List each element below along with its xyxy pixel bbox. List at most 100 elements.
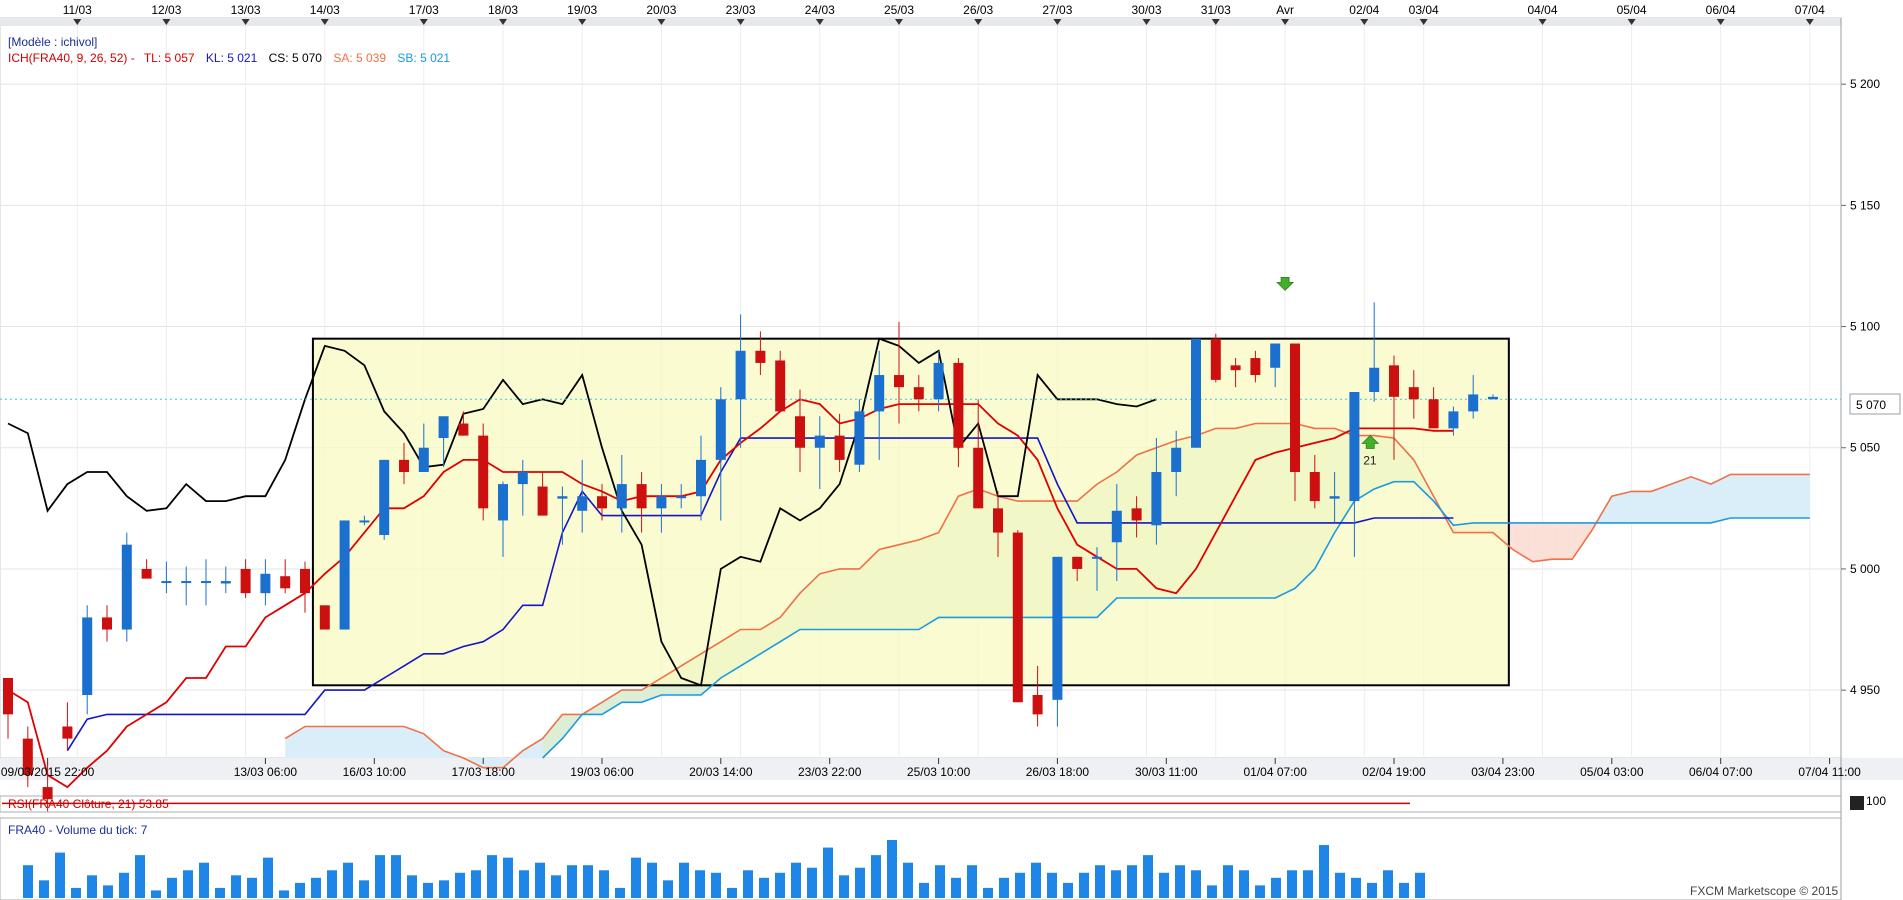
volume-bar xyxy=(935,865,945,898)
volume-bar xyxy=(615,887,625,898)
candle-down xyxy=(755,350,766,363)
volume-bar xyxy=(87,875,97,898)
senkou-span-b-line xyxy=(542,480,1810,759)
volume-bar xyxy=(1063,882,1073,898)
candle-down xyxy=(1012,532,1023,703)
volume-bar xyxy=(1159,872,1169,898)
candle-down xyxy=(1210,338,1221,380)
volume-bar xyxy=(1207,885,1217,898)
volume-bar xyxy=(887,840,897,898)
candle-up xyxy=(616,484,627,509)
volume-bar xyxy=(599,870,609,898)
volume-bar xyxy=(311,877,321,898)
volume-bar xyxy=(695,870,705,898)
candle-down xyxy=(1072,556,1083,569)
candle-down xyxy=(1389,365,1399,397)
volume-bar xyxy=(455,872,465,898)
volume-bars xyxy=(23,840,1425,898)
rsi-label: RSI(FRA40 Clôture, 21) 53.85 xyxy=(8,797,169,811)
candle-up xyxy=(1468,394,1479,412)
candle-down xyxy=(478,435,489,509)
top-tick-marker xyxy=(1281,19,1290,25)
cloud-segment-bearish xyxy=(1532,522,1553,562)
bottom-date-label: 03/04 23:00 xyxy=(1471,765,1535,779)
candle-up xyxy=(715,399,726,460)
candle-up xyxy=(82,617,93,695)
candle-up xyxy=(359,520,370,523)
volume-bar xyxy=(375,855,385,898)
indicator-name: ICH(FRA40, 9, 26, 52) - xyxy=(8,51,135,65)
bottom-date-label: 16/03 10:00 xyxy=(343,765,407,779)
top-tick-marker xyxy=(162,19,171,25)
candle-down xyxy=(834,435,845,460)
bottom-date-label: 05/04 03:00 xyxy=(1580,765,1644,779)
arrow-down-signal-icon xyxy=(1276,276,1295,291)
tl-label: TL: 5 057 xyxy=(144,51,195,65)
top-tick-marker xyxy=(657,19,666,25)
candle-down xyxy=(1230,365,1241,371)
candle-up xyxy=(1448,411,1459,429)
candle-down xyxy=(795,416,805,448)
candle-down xyxy=(3,678,13,715)
candle-up xyxy=(339,520,350,630)
bottom-date-label: 06/04 07:00 xyxy=(1689,765,1753,779)
top-tick-marker xyxy=(241,19,250,25)
volume-bar xyxy=(471,870,481,898)
candle-up xyxy=(201,581,211,584)
volume-bar xyxy=(103,885,113,898)
top-tick-marker xyxy=(499,19,507,25)
candles xyxy=(3,302,1498,812)
volume-bar xyxy=(263,857,273,898)
cloud-segment-bearish xyxy=(1572,522,1592,560)
candle-up xyxy=(220,581,231,584)
volume-bar xyxy=(919,882,929,898)
volume-bar xyxy=(1031,862,1041,898)
candle-up xyxy=(676,496,687,499)
sa-label: SA: 5 039 xyxy=(333,51,386,65)
volume-bar xyxy=(1047,872,1057,898)
volume-bar xyxy=(503,857,513,898)
bottom-date-label: 02/04 19:00 xyxy=(1362,765,1426,779)
top-tick-marker xyxy=(1627,19,1636,25)
volume-bar xyxy=(391,855,401,898)
candle-up xyxy=(1270,343,1281,368)
senkou-span-a-line xyxy=(284,422,1810,769)
volume-bar xyxy=(1143,855,1153,898)
cs-label: CS: 5 070 xyxy=(269,51,323,65)
top-date-label: 18/03 xyxy=(488,3,518,17)
candle-up xyxy=(1151,471,1162,526)
candle-down xyxy=(953,362,964,448)
top-tick-marker xyxy=(578,19,587,25)
candle-up xyxy=(854,411,865,465)
top-date-label: 25/03 xyxy=(884,3,914,17)
top-date-label: 14/03 xyxy=(310,3,340,17)
volume-bar xyxy=(343,862,353,898)
candle-up xyxy=(1488,396,1498,400)
volume-bar xyxy=(135,855,145,898)
top-date-label: 02/04 xyxy=(1349,3,1379,17)
volume-bar xyxy=(967,865,977,898)
candle-down xyxy=(894,375,904,388)
candle-up xyxy=(1092,556,1102,559)
bottom-date-label: 01/04 07:00 xyxy=(1243,765,1307,779)
candle-down xyxy=(319,605,330,630)
volume-bar xyxy=(407,875,417,898)
cloud-segment-left xyxy=(285,726,543,768)
top-date-label: 11/03 xyxy=(63,3,92,17)
top-date-label: 20/03 xyxy=(646,3,676,17)
bottom-date-label: 20/03 14:00 xyxy=(689,765,753,779)
candle-up xyxy=(1171,447,1182,472)
y-tick-label: 5 100 xyxy=(1850,320,1880,334)
y-tick-label: 5 050 xyxy=(1850,441,1880,455)
candle-down xyxy=(22,738,33,775)
top-date-label: 07/04 xyxy=(1795,3,1825,17)
volume-bar xyxy=(1383,870,1393,898)
volume-bar xyxy=(951,877,961,898)
arrow-up-signal-icon xyxy=(1361,434,1380,449)
chikou-span-line xyxy=(7,337,1157,687)
cloud-segment-bullish xyxy=(621,690,642,703)
range-box xyxy=(311,337,1510,687)
top-date-label: 12/03 xyxy=(151,3,181,17)
top-date-label: 05/04 xyxy=(1617,3,1647,17)
